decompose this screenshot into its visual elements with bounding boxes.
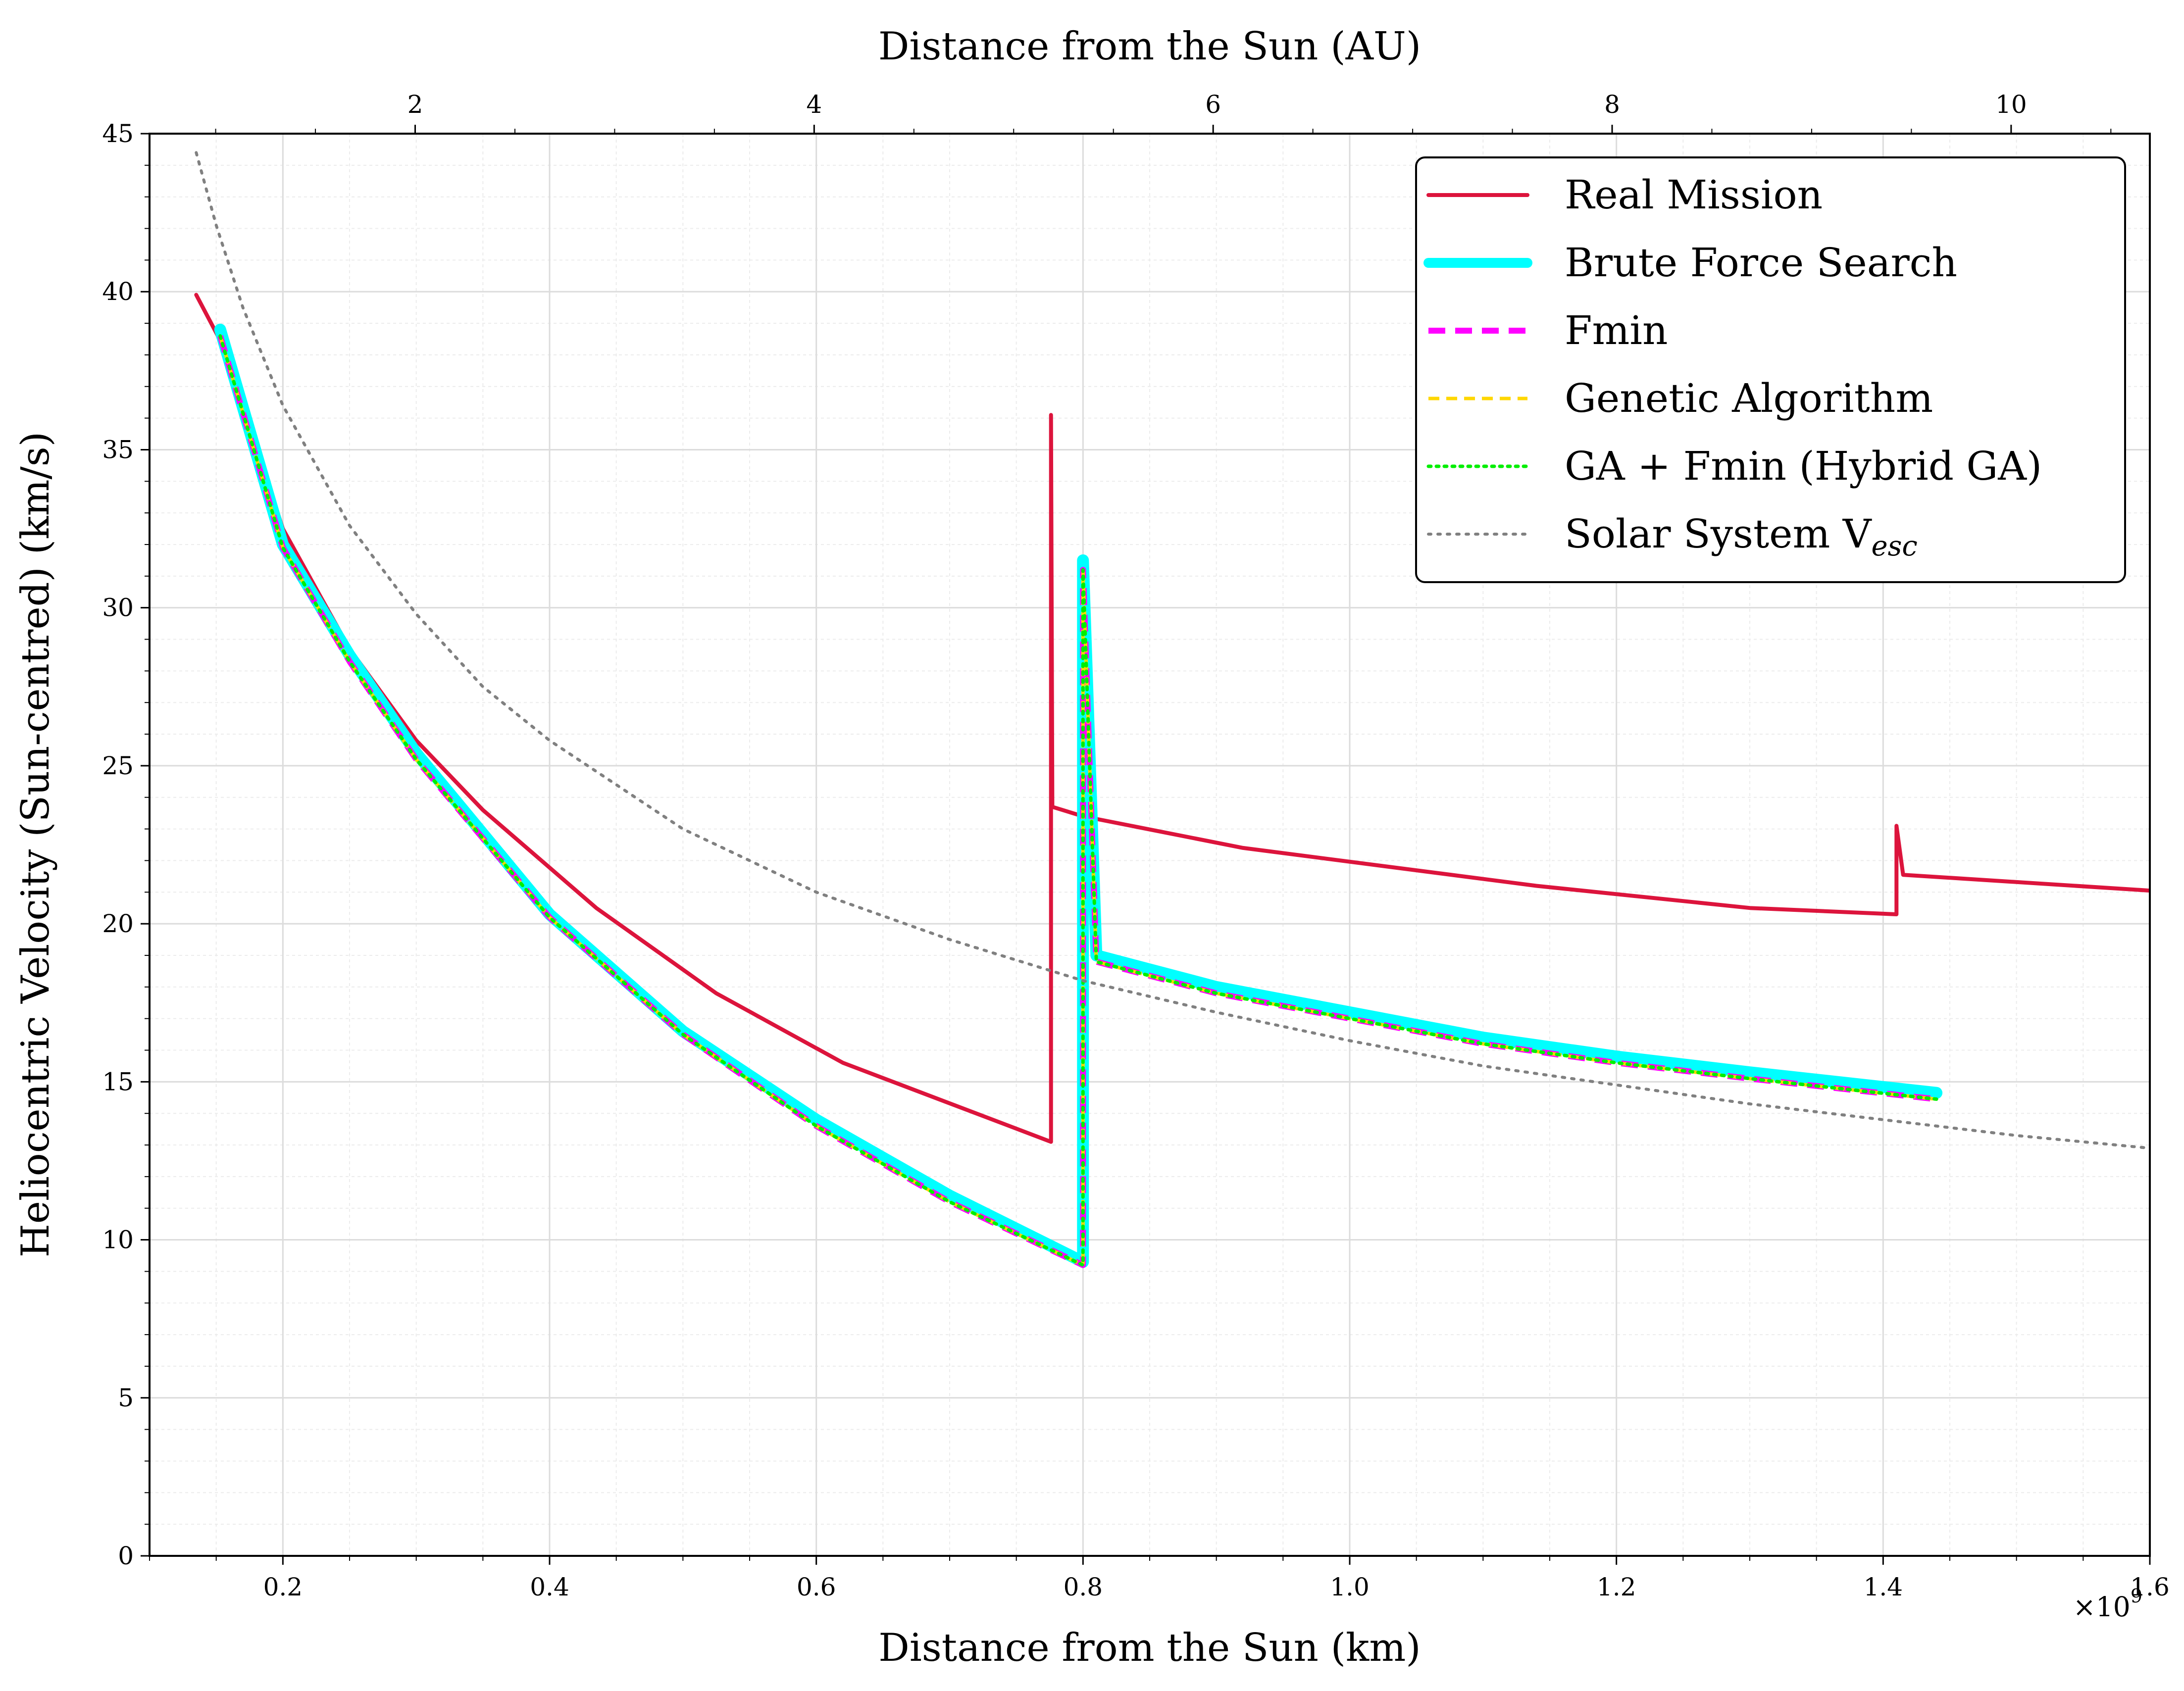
legend-label-brute-force-search: Brute Force Search (1565, 240, 1957, 286)
legend-label-solar-system-v: Solar System Vesc (1565, 511, 1918, 562)
legend-label-text: Solar System V (1565, 511, 1872, 557)
legend-label-fmin: Fmin (1565, 307, 1668, 353)
x-multiplier-label: ×109 (2073, 1585, 2142, 1623)
y-tick-label: 15 (102, 1067, 134, 1096)
legend-label-text: GA + Fmin (Hybrid GA) (1565, 443, 2042, 489)
x-tick-label: 1.6 (2130, 1573, 2170, 1601)
legend-label-genetic-algorithm: Genetic Algorithm (1565, 375, 1933, 421)
legend-items: Real Mission Brute Force Search Fmin Geneti… (1423, 172, 2042, 562)
y-tick-label: 5 (118, 1384, 134, 1412)
au-tick-label: 2 (407, 90, 423, 119)
x-tick-label: 0.8 (1064, 1573, 1103, 1601)
y-axis-title: Heliocentric Velocity (Sun-centred) (km/… (13, 432, 58, 1257)
x-tick-label: 1.2 (1597, 1573, 1636, 1601)
au-tick-label: 10 (1995, 90, 2027, 119)
series-line-solar-system-v (195, 151, 2150, 1150)
legend-frame (1415, 156, 2126, 583)
y-tick-label: 45 (102, 119, 134, 148)
x-tick-label: 0.2 (263, 1573, 303, 1601)
legend-label-text: Brute Force Search (1565, 240, 1957, 286)
x-axis-title: Distance from the Sun (km) (878, 1626, 1421, 1670)
y-tick-label: 30 (102, 594, 134, 622)
y-tick-label: 25 (102, 751, 134, 780)
legend-label-text: Fmin (1565, 307, 1668, 353)
x-tick-label: 0.6 (797, 1573, 836, 1601)
legend-label-text: Real Mission (1565, 172, 1823, 218)
ticks: 0 5 10 15 20 25 30 35 40 45 0.2 0.4 0.6 0.8 1.0 1.2 1.4 1… (102, 90, 2169, 1601)
y-tick-label: 20 (102, 909, 134, 938)
legend-label-text: Genetic Algorithm (1565, 375, 1933, 421)
y-tick-label: 35 (102, 435, 134, 464)
legend-label-subscript: esc (1872, 530, 1918, 562)
x-tick-label: 1.0 (1330, 1573, 1370, 1601)
series-group (194, 151, 2150, 1268)
x-multiplier-base: ×10 (2073, 1591, 2131, 1623)
grid (149, 133, 2151, 1557)
x-secondary-axis-title: Distance from the Sun (AU) (878, 24, 1421, 69)
legend-label-real-mission: Real Mission (1565, 172, 1823, 218)
series-line-ga-fmin-hybrid-ga (218, 334, 1938, 1267)
au-tick-label: 8 (1604, 90, 1620, 119)
y-tick-label: 0 (118, 1542, 134, 1570)
x-multiplier-exponent: 9 (2131, 1585, 2142, 1607)
legend: Real Mission Brute Force Search Fmin Geneti… (1415, 156, 2126, 583)
y-tick-label: 40 (102, 277, 134, 306)
au-tick-label: 4 (806, 90, 822, 119)
legend-label-ga-fmin-hybrid-ga: GA + Fmin (Hybrid GA) (1565, 443, 2042, 489)
x-tick-label: 1.4 (1864, 1573, 1903, 1601)
y-tick-label: 10 (102, 1226, 134, 1254)
x-tick-label: 0.4 (530, 1573, 569, 1601)
au-tick-label: 6 (1205, 90, 1221, 119)
